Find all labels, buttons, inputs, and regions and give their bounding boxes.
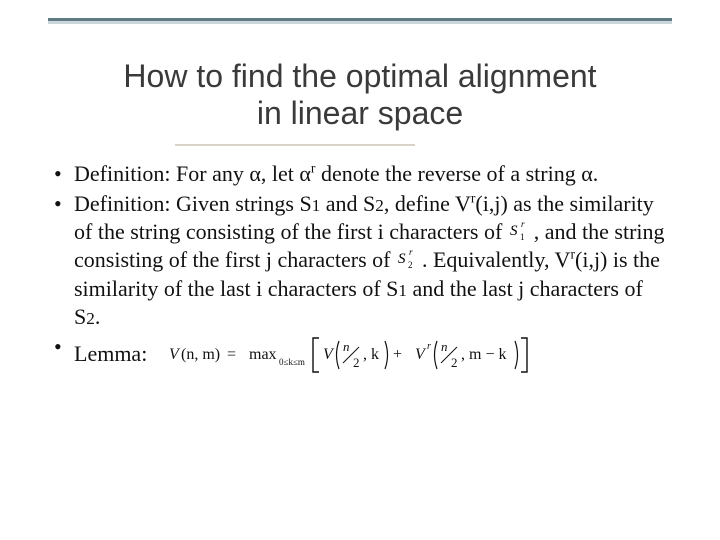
paren-open-icon [435, 341, 438, 369]
text: , define V [384, 191, 471, 216]
paren-close-icon [385, 341, 388, 369]
text: denote the reverse of a string α. [315, 161, 598, 186]
svg-text:r: r [409, 247, 413, 257]
bullet-definition-reverse: Definition: For any α, let αr denote the… [52, 160, 672, 188]
title-line-2: in linear space [257, 95, 463, 131]
eq-V2: V [415, 346, 427, 363]
s2-r-symbol: Sr 2 [396, 247, 422, 269]
svg-text:2: 2 [408, 260, 413, 269]
eq-plus: + [393, 346, 402, 363]
eq-args: (n, m) [181, 346, 220, 363]
bullet-definition-vr: Definition: Given strings S1 and S2, def… [52, 190, 672, 331]
header-rule [48, 18, 672, 24]
svg-text:S: S [398, 251, 406, 267]
text: and S [320, 191, 375, 216]
svg-text:S: S [510, 223, 518, 239]
sub-2: 2 [86, 309, 95, 328]
eq-V2-sup: r [427, 341, 431, 352]
eq-max: max [249, 346, 277, 363]
slide: How to find the optimal alignment in lin… [0, 0, 720, 540]
paren-close-icon [515, 341, 518, 369]
paren-open-icon [337, 341, 340, 369]
bullet-lemma: Lemma: V (n, m) = max 0≤k≤m V [52, 333, 672, 375]
eq-n2: n [441, 339, 448, 354]
eq-V: V [169, 346, 181, 363]
svg-text:r: r [521, 219, 525, 229]
text: Definition: Given strings S [74, 191, 312, 216]
text: Definition: For any α, let α [74, 161, 311, 186]
lemma-equation: V (n, m) = max 0≤k≤m V n [169, 333, 529, 375]
eq-mk: , m − k [461, 346, 506, 363]
text: . [422, 247, 433, 272]
sub-1: 1 [398, 281, 407, 300]
title-line-1: How to find the optimal alignment [123, 58, 596, 94]
title-underline [175, 144, 415, 146]
bracket-close-icon [521, 338, 527, 372]
eq-k1: , k [363, 346, 379, 363]
eq-V1: V [323, 346, 335, 363]
svg-text:1: 1 [520, 232, 525, 241]
s1-r-symbol: Sr 1 [508, 219, 534, 241]
eq-n1: n [343, 339, 350, 354]
text: . [95, 304, 101, 329]
bracket-open-icon [313, 338, 319, 372]
sub-2: 2 [375, 196, 384, 215]
rule-bar-light [48, 21, 672, 24]
sub-1: 1 [312, 196, 321, 215]
eq-2b: 2 [451, 355, 458, 370]
eq-eq: = [227, 346, 236, 363]
body-text: Definition: For any α, let α r denote the… [52, 160, 672, 377]
lemma-label: Lemma: [74, 341, 147, 366]
eq-max-sub: 0≤k≤m [279, 357, 305, 367]
eq-2a: 2 [353, 355, 360, 370]
slide-title: How to find the optimal alignment in lin… [60, 58, 660, 132]
text: Equivalently, V [433, 247, 570, 272]
